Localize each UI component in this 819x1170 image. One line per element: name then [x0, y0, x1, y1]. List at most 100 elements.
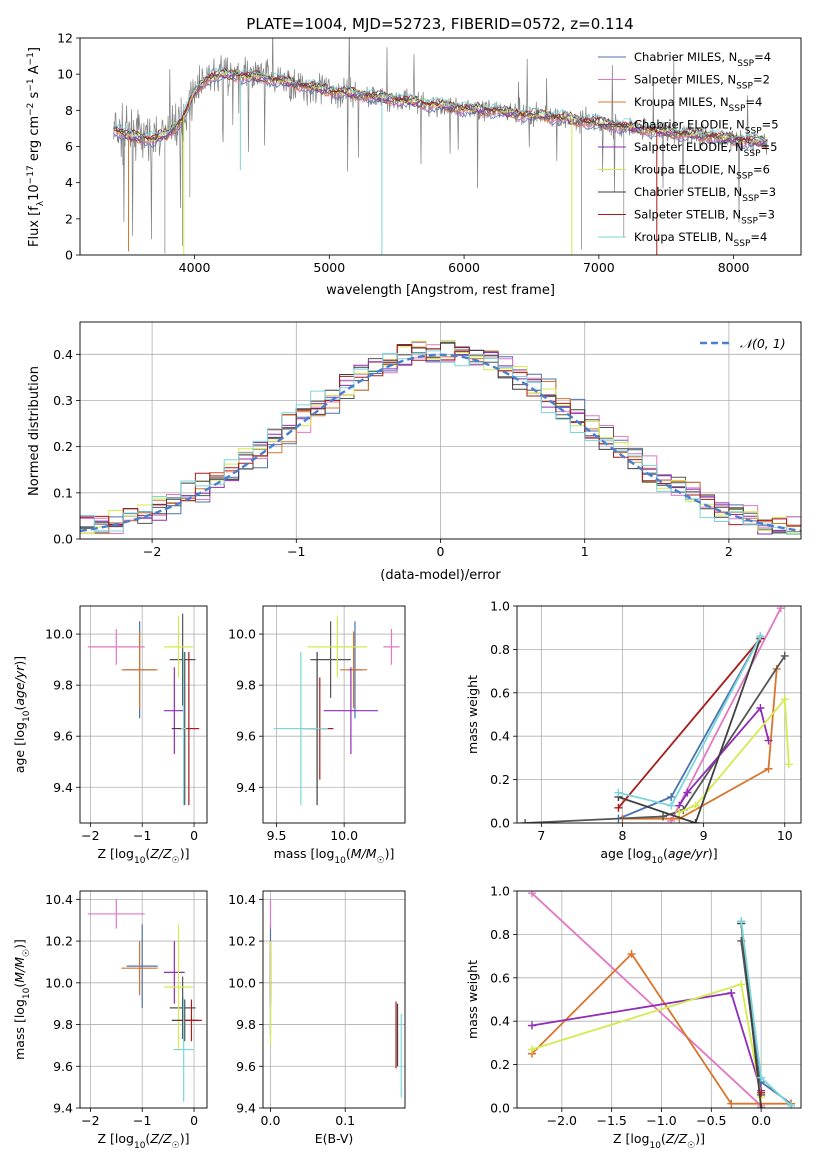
- plot-area: [527, 891, 796, 1108]
- x-tick-label: 1: [581, 544, 589, 559]
- model-spectrum-kroupa-elodie: [113, 69, 768, 143]
- ticks: −2 −1 0 9.4 9.6 9.8 10.0 10.2 10.4: [45, 892, 198, 1128]
- y-tick-label: 0.4: [490, 729, 510, 744]
- grid-lines: [80, 606, 207, 823]
- y-tick-label: 6: [65, 139, 73, 154]
- y-tick-label: 10.2: [45, 934, 73, 949]
- errorbar-kroupa-miles: [340, 631, 368, 709]
- x-tick-label: 4000: [179, 260, 211, 275]
- x-axis-label: Z [log10(Z/Z☉)]: [613, 1131, 705, 1151]
- y-tick-label: 10.4: [45, 892, 73, 907]
- series-point: [675, 808, 684, 817]
- y-tick-label: 0.3: [53, 393, 73, 408]
- x-tick-label: 0.1: [335, 1113, 355, 1128]
- series-point: [780, 651, 789, 660]
- x-tick-label: 7000: [583, 260, 615, 275]
- x-axis-label: wavelength [Angstrom, rest frame]: [326, 283, 555, 298]
- plot-area: [269, 899, 402, 1098]
- legend-label: Salpeter STELIB, NSSP=3: [634, 208, 775, 227]
- x-tick-label: −1.5: [596, 1113, 626, 1128]
- y-tick-label: 9.4: [53, 1101, 73, 1116]
- errorbar-kroupa-elodie: [163, 616, 194, 678]
- x-tick-label: 0.0: [751, 1113, 771, 1128]
- y-tick-label: 0.8: [490, 927, 510, 942]
- series-point: [727, 988, 736, 997]
- y-tick-label: 9.4: [236, 780, 256, 795]
- series-point: [527, 891, 536, 898]
- y-axis-label: mass weight: [465, 675, 480, 754]
- y-axis-label: mass [log10(M/M☉)]: [12, 939, 32, 1060]
- errorbar-salpeter-stelib: [181, 999, 202, 1042]
- legend-label: Chabrier STELIB, NSSP=3: [634, 185, 776, 204]
- x-tick-label: −1.0: [646, 1113, 676, 1128]
- series-point: [627, 949, 636, 958]
- series-kroupa-stelib: [737, 917, 796, 1108]
- series-salpeter-elodie: [527, 988, 766, 1095]
- panel-residuals: −2 −1 0 1 2 0.0 0.1 0.2 0.3 0.4 𝒩(0, 1) (data-model…: [27, 321, 802, 583]
- series-point: [776, 606, 785, 613]
- series-point: [683, 788, 692, 797]
- errorbar-kroupa-elodie: [163, 924, 194, 1050]
- panel-mass-vs-Z: −2 −1 0 9.4 9.6 9.8 10.0 10.2 10.4 Z [log10(Z/Z☉)…: [12, 890, 208, 1151]
- legend-label: Salpeter ELODIE, NSSP=5: [634, 140, 777, 159]
- series-salpeter-miles: [527, 891, 766, 1108]
- series-line: [531, 983, 762, 1098]
- y-tick-label: 2: [65, 211, 73, 226]
- x-tick-label: 9.5: [267, 828, 287, 843]
- grid-lines: [263, 606, 405, 823]
- panel-age-vs-mass: 9.5 10.0 9.4 9.6 9.8 10.0 mass [log10(M/M☉)]: [228, 605, 406, 866]
- y-tick-label: 9.8: [236, 1017, 256, 1032]
- y-axis-label: age [log10(age/yr)]: [12, 656, 32, 773]
- errorbar-kroupa-elodie: [307, 616, 368, 678]
- y-tick-label: 0.2: [53, 439, 73, 454]
- figure-title: PLATE=1004, MJD=52723, FIBERID=0572, z=0…: [246, 15, 633, 33]
- series-kroupa-elodie: [527, 980, 766, 1102]
- y-tick-label: 9.6: [53, 1059, 73, 1074]
- axes-frame: [262, 605, 406, 824]
- model-spectrum-kroupa-stelib: [113, 65, 768, 143]
- x-axis-label: (data-model)/error: [380, 568, 501, 583]
- x-tick-label: 0: [437, 544, 445, 559]
- x-tick-label: 9: [700, 828, 708, 843]
- ticks: −2 −1 0 9.4 9.6 9.8 10.0: [45, 627, 198, 843]
- x-tick-label: 0: [190, 1113, 198, 1128]
- legend: Chabrier MILES, NSSP=4 Salpeter MILES, NS…: [598, 50, 779, 249]
- axes-frame: [79, 605, 208, 824]
- ticks: 4000 5000 6000 7000 8000 0 2 4 6 8 10 12: [57, 31, 749, 276]
- errorbar-kroupa-stelib: [173, 997, 195, 1102]
- y-tick-label: 10: [57, 67, 73, 82]
- series-point: [764, 736, 773, 745]
- series-line: [531, 991, 762, 1091]
- y-tick-label: 10.0: [228, 975, 256, 990]
- y-tick-label: 9.6: [236, 1059, 256, 1074]
- plot-area: [87, 899, 202, 1102]
- y-tick-label: 10.0: [45, 975, 73, 990]
- series-line: [670, 607, 782, 822]
- y-axis-label: Normed distribution: [27, 366, 42, 496]
- y-tick-label: 9.6: [236, 729, 256, 744]
- x-axis-label: E(B-V): [315, 1131, 354, 1146]
- errorbar-salpeter-miles: [383, 628, 400, 665]
- panel-age-vs-Z: −2 −1 0 9.4 9.6 9.8 10.0 Z [log10(Z/Z☉)] age [lo…: [12, 605, 208, 866]
- x-tick-label: 10: [777, 828, 793, 843]
- y-tick-label: 0.4: [53, 347, 73, 362]
- x-tick-label: 7: [537, 828, 545, 843]
- y-tick-label: 1.0: [490, 884, 510, 899]
- series-salpeter-stelib: [757, 1088, 766, 1097]
- y-tick-label: 0.0: [490, 1101, 510, 1116]
- series-line: [740, 921, 792, 1105]
- x-tick-label: 8: [619, 828, 627, 843]
- series-point: [614, 788, 623, 797]
- y-tick-label: 4: [65, 175, 73, 190]
- series-point: [787, 1101, 796, 1108]
- ticks: 0.0 0.1 9.4 9.6 9.8 10.0 10.2 10.4: [228, 892, 355, 1128]
- series-line: [618, 638, 762, 823]
- x-tick-label: −2.0: [547, 1113, 577, 1128]
- errorbar-kroupa-miles: [121, 941, 158, 996]
- x-tick-label: −2: [143, 544, 161, 559]
- y-tick-label: 0.0: [53, 532, 73, 547]
- y-tick-label: 9.6: [53, 729, 73, 744]
- series-point: [784, 760, 793, 769]
- axes-frame: [79, 37, 802, 256]
- series-line: [617, 637, 762, 809]
